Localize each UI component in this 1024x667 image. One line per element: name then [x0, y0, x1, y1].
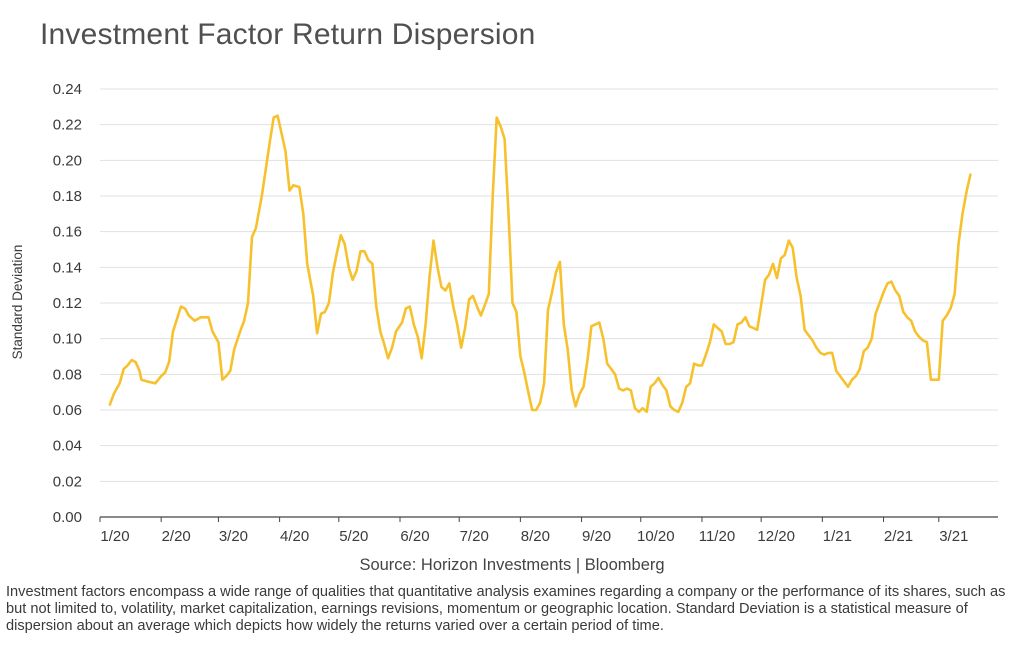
x-tick-label: 2/21	[884, 528, 913, 545]
x-tick-label: 3/20	[219, 528, 248, 545]
x-tick-label: 10/20	[637, 528, 675, 545]
x-tick-label: 2/20	[162, 528, 191, 545]
source-note: Source: Horizon Investments | Bloomberg	[359, 556, 665, 574]
y-tick-label: 0.16	[53, 224, 82, 241]
y-tick-label: 0.24	[53, 81, 82, 98]
x-tick-label: 9/20	[582, 528, 611, 545]
x-axis-ticks: 1/20 2/20 3/20 4/20 5/20 6/20 7/20 8/20 9/20 10/2…	[99, 517, 968, 545]
y-tick-label: 0.06	[53, 402, 82, 419]
x-tick-label: 1/20	[100, 528, 129, 545]
y-tick-label: 0.18	[53, 188, 82, 205]
chart-title: Investment Factor Return Dispersion	[40, 18, 536, 51]
y-tick-label: 0.08	[53, 366, 82, 383]
line-chart: 0.00 0.02 0.04 0.06 0.08 0.10 0.12 0.14 0.16 0.18…	[10, 81, 998, 545]
series-line	[108, 114, 972, 414]
y-tick-label: 0.04	[53, 438, 82, 455]
x-tick-label: 6/20	[400, 528, 429, 545]
y-tick-label: 0.02	[53, 473, 82, 490]
x-tick-label: 7/20	[460, 528, 489, 545]
x-tick-label: 8/20	[521, 528, 550, 545]
gridlines	[100, 88, 998, 518]
y-tick-label: 0.20	[53, 152, 82, 169]
footnote: Investment factors encompass a wide rang…	[6, 584, 1006, 634]
x-tick-label: 11/20	[699, 528, 735, 545]
y-axis-ticks: 0.00 0.02 0.04 0.06 0.08 0.10 0.12 0.14 0.16 0.18…	[53, 81, 82, 526]
x-tick-label: 4/20	[280, 528, 309, 545]
y-tick-label: 0.00	[53, 509, 82, 526]
y-tick-label: 0.22	[53, 117, 82, 134]
x-tick-label: 5/20	[339, 528, 368, 545]
x-tick-label: 1/21	[823, 528, 852, 545]
x-tick-label: 3/21	[939, 528, 968, 545]
series-layer	[108, 114, 972, 414]
x-tick-label: 12/20	[757, 528, 795, 545]
y-axis-label: Standard Deviation	[10, 245, 25, 360]
y-tick-label: 0.10	[53, 331, 82, 348]
y-tick-label: 0.12	[53, 295, 82, 312]
y-tick-label: 0.14	[53, 259, 82, 276]
